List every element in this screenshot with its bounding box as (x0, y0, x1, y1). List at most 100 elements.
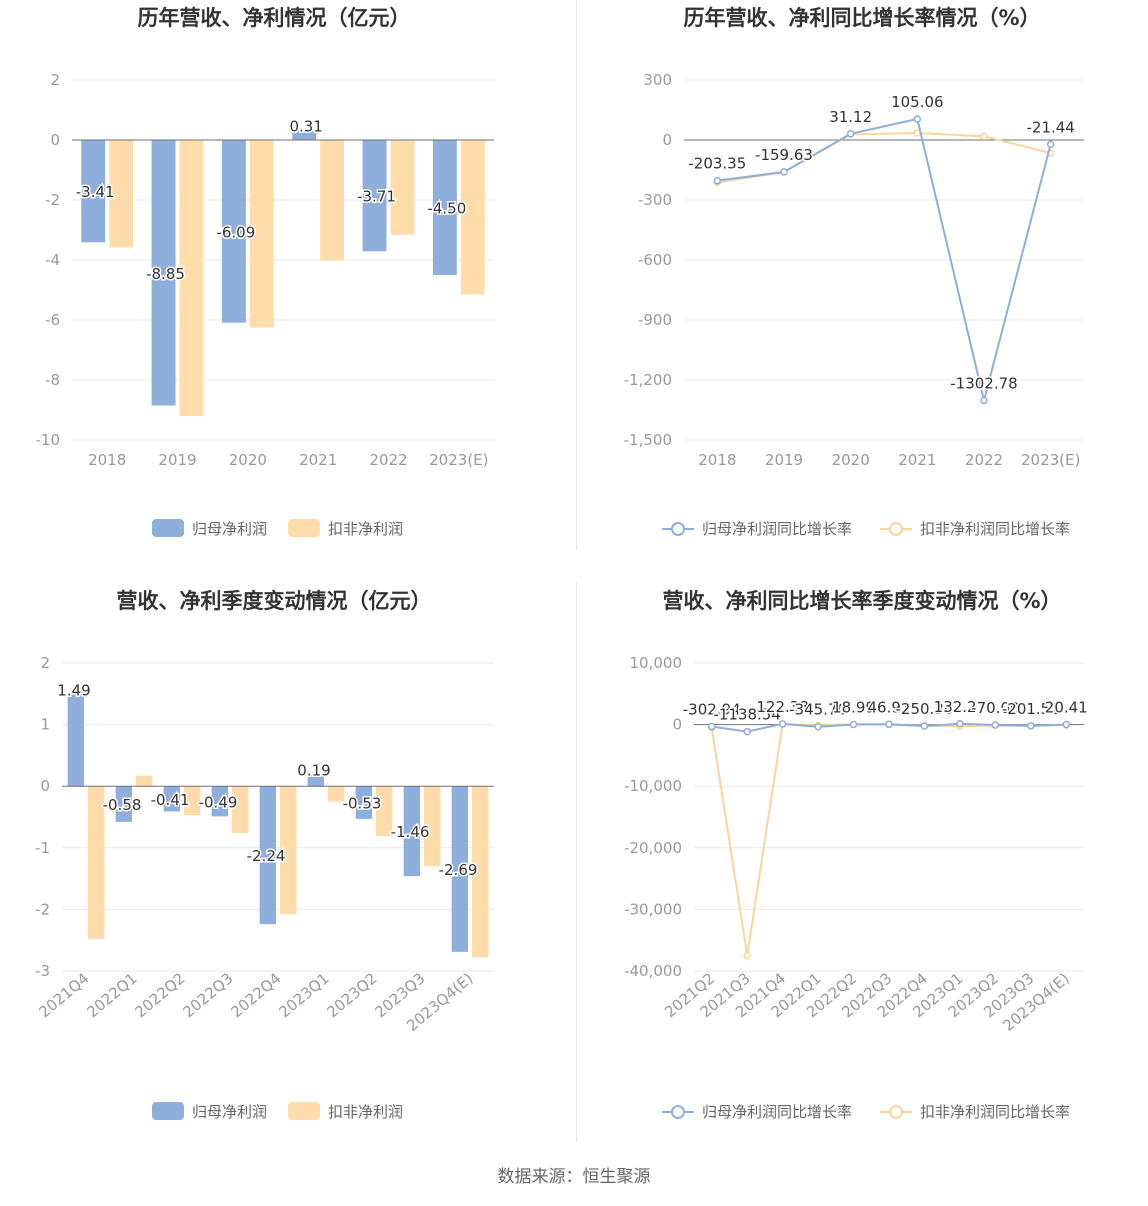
c4-point-parent (778, 720, 787, 728)
c4-point-parent (743, 727, 751, 736)
c1-bar-deducted (390, 140, 415, 235)
c3-data-label: -2.24 (247, 847, 286, 865)
vertical-divider-bottom (576, 582, 577, 1142)
c4-legend-marker (889, 1105, 903, 1119)
c4-ytick-label: -40,000 (624, 962, 682, 980)
c2-legend-label: 归母净利润同比增长率 (702, 520, 852, 538)
c2-data-label: -159.63 (755, 146, 813, 164)
c4-legend-marker (671, 1105, 685, 1119)
c2-ytick-label: -600 (638, 251, 672, 269)
c3-bar-parent (451, 786, 468, 952)
c1-xtick-label: 2018 (88, 451, 126, 469)
c2-title: 历年营收、净利同比增长率情况（%） (683, 6, 1040, 30)
c2-data-label: -21.44 (1026, 118, 1074, 136)
c1-legend-label: 扣非净利润 (328, 520, 403, 538)
c2-ytick-label: 0 (662, 131, 672, 149)
c2-point-parent (780, 168, 788, 176)
c1-bar-parent (362, 140, 387, 252)
c1-bar-deducted (249, 140, 274, 328)
c3-bar-parent (211, 786, 228, 817)
c4-line-deducted (710, 723, 1067, 956)
c4-data-label: -250.30 (896, 700, 954, 718)
c3-data-label: 1.49 (57, 681, 90, 699)
c2-ytick-label: -900 (638, 311, 672, 329)
c1-title: 历年营收、净利情况（亿元） (138, 6, 411, 30)
c1-ytick-label: 2 (50, 71, 60, 89)
c1-xtick-label: 2023(E) (429, 451, 488, 469)
c3-title: 营收、净利季度变动情况（亿元） (117, 589, 432, 613)
c4-data-label: -1138.54 (713, 706, 780, 724)
c3-legend-swatch (288, 1102, 320, 1120)
c3-ytick-label: -2 (35, 900, 50, 918)
c2-xtick-label: 2022 (965, 451, 1003, 469)
c1-bar-parent (432, 140, 457, 275)
c4-point-parent (1062, 720, 1071, 729)
c4-point-parent (956, 720, 964, 728)
c2-data-label: -1302.78 (950, 375, 1017, 393)
c4-data-label: -302.94 (683, 700, 741, 718)
c4-legend-label: 归母净利润同比增长率 (702, 1103, 852, 1121)
c2-xtick-label: 2019 (765, 451, 803, 469)
c1-data-label: -4.50 (427, 200, 466, 218)
c2-point-parent (846, 130, 855, 138)
c2-point-parent (980, 396, 988, 405)
c4-ytick-label: -20,000 (624, 839, 682, 857)
c3-ytick-label: 1 (40, 716, 50, 734)
c1-legend-swatch (152, 519, 184, 537)
c1-xtick-label: 2022 (369, 451, 407, 469)
c3-data-label: -0.49 (199, 793, 238, 811)
c4-ytick-label: -30,000 (624, 900, 682, 918)
c2-xtick-label: 2020 (832, 451, 870, 469)
c4-point-deducted (743, 951, 751, 960)
c2-data-label: 31.12 (829, 108, 872, 126)
c4-legend-label: 扣非净利润同比增长率 (920, 1103, 1070, 1121)
c2-ytick-label: -300 (638, 191, 672, 209)
c3-bar-parent (403, 786, 420, 877)
c2-data-label: -203.35 (688, 155, 746, 173)
c4-data-label: 122.38 (756, 698, 809, 716)
c4-data-label: -345.70 (789, 701, 847, 719)
c2-legend-marker (671, 522, 685, 536)
c4-data-label: 46.91 (868, 698, 911, 716)
c1-bar-parent (81, 140, 106, 243)
c1-ytick-label: 0 (50, 131, 60, 149)
c1-bar-parent (221, 140, 246, 323)
c3-bar-deducted (136, 775, 153, 787)
c4-point-parent (814, 722, 822, 731)
c2-data-label: 105.06 (891, 93, 944, 111)
c3-bar-deducted (280, 786, 297, 915)
c3-xtick-label: 2023Q1 (275, 969, 332, 1021)
c2-xtick-label: 2023(E) (1021, 451, 1080, 469)
c2-legend-label: 扣非净利润同比增长率 (920, 520, 1070, 538)
c1-data-label: 0.31 (289, 118, 322, 136)
c3-legend-swatch (152, 1102, 184, 1120)
c1-ytick-label: -4 (45, 251, 60, 269)
c3-legend-label: 归母净利润 (192, 1103, 267, 1121)
c4-ytick-label: 0 (672, 716, 682, 734)
c4-point-parent (920, 722, 929, 730)
c1-data-label: -3.71 (357, 188, 396, 206)
c3-ytick-label: -3 (35, 962, 50, 980)
c2-legend-marker (889, 522, 903, 536)
c3-data-label: -0.41 (151, 791, 190, 809)
c1-data-label: -3.41 (76, 183, 115, 201)
c3-xtick-label: 2022Q4 (227, 969, 284, 1021)
c4-ytick-label: -10,000 (624, 777, 682, 795)
c2-xtick-label: 2018 (698, 451, 736, 469)
c1-bar-parent (151, 140, 176, 406)
c1-xtick-label: 2019 (158, 451, 196, 469)
c1-bar-deducted (320, 140, 345, 261)
c1-data-label: -6.09 (216, 223, 255, 241)
c1-ytick-label: -8 (45, 371, 60, 389)
c3-bar-deducted (376, 786, 393, 837)
c1-legend-swatch (288, 519, 320, 537)
c1-ytick-label: -2 (45, 191, 60, 209)
c4-point-parent (991, 721, 1000, 729)
c3-data-label: -1.46 (391, 823, 430, 841)
c3-bar-parent (307, 774, 324, 787)
c3-data-label: 0.19 (297, 761, 330, 779)
c4-ytick-label: 10,000 (630, 654, 683, 672)
c1-xtick-label: 2021 (299, 451, 337, 469)
c2-ytick-label: 300 (643, 71, 672, 89)
